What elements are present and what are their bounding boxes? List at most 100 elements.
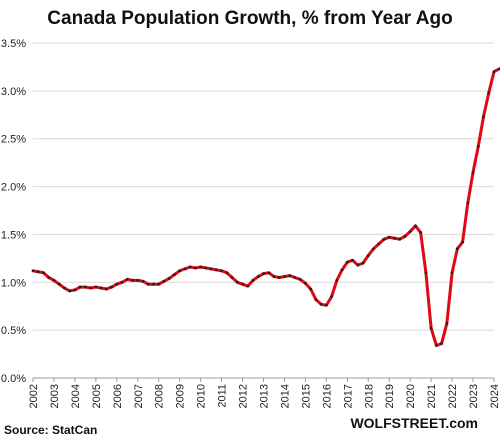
x-tick-label: 2018: [363, 384, 375, 408]
data-point: [57, 282, 61, 286]
y-tick-label: 3.0%: [1, 86, 26, 98]
data-point: [445, 322, 449, 325]
data-point: [366, 254, 370, 257]
data-point: [241, 282, 244, 286]
data-point: [63, 286, 66, 290]
x-tick-label: 2020: [405, 384, 417, 408]
data-point: [131, 278, 134, 282]
x-tick-label: 2015: [300, 384, 312, 408]
data-point: [141, 279, 145, 283]
data-point: [209, 267, 213, 271]
data-point: [104, 287, 108, 291]
data-point: [304, 281, 307, 285]
data-point: [262, 272, 265, 276]
data-point: [52, 278, 56, 282]
data-point: [324, 303, 328, 307]
data-point: [251, 278, 255, 282]
x-tick-label: 2010: [196, 384, 208, 408]
data-point: [335, 278, 339, 282]
x-tick-label: 2002: [28, 384, 40, 408]
data-point: [419, 231, 423, 234]
x-tick-label: 2022: [447, 384, 459, 408]
data-point: [277, 276, 281, 279]
x-tick-label: 2014: [279, 384, 291, 408]
data-point: [288, 274, 292, 277]
data-point: [31, 269, 35, 273]
data-point: [188, 265, 192, 269]
data-point: [476, 144, 480, 148]
data-point: [340, 268, 344, 272]
data-point: [450, 271, 454, 275]
data-point: [492, 70, 496, 74]
data-point: [115, 282, 119, 286]
data-point: [440, 342, 444, 345]
y-tick-label: 2.0%: [1, 182, 26, 194]
x-tick-label: 2003: [49, 384, 61, 408]
source: Source: StatCan: [4, 423, 97, 437]
data-point: [167, 277, 171, 280]
x-tick-label: 2021: [426, 384, 438, 408]
data-point: [487, 91, 491, 95]
x-tick-label: 2006: [112, 384, 124, 408]
data-point: [408, 230, 412, 233]
data-point: [204, 266, 208, 270]
data-point: [461, 240, 464, 244]
data-point: [99, 286, 103, 290]
x-tick-label: 2017: [342, 384, 354, 408]
line-series: [32, 67, 500, 347]
data-point: [110, 285, 113, 289]
data-point: [199, 265, 203, 269]
data-point: [361, 261, 365, 265]
data-point: [256, 275, 260, 278]
data-point: [298, 278, 302, 281]
data-point: [403, 234, 407, 238]
data-point: [455, 247, 459, 251]
x-tick-label: 2009: [175, 384, 187, 408]
x-tick-label: 2016: [321, 384, 333, 408]
data-point: [351, 258, 354, 262]
data-point: [387, 235, 391, 239]
data-point: [235, 280, 239, 284]
y-tick-label: 1.0%: [1, 277, 26, 289]
data-point: [377, 242, 381, 246]
data-point: [89, 286, 93, 290]
data-point: [356, 263, 360, 267]
data-point: [293, 276, 297, 279]
data-point: [94, 285, 98, 289]
data-point: [157, 282, 161, 286]
y-tick-label: 1.5%: [1, 229, 26, 241]
data-point: [309, 287, 313, 291]
x-tick-label: 2019: [384, 384, 396, 408]
data-point: [36, 270, 40, 274]
data-point: [372, 247, 375, 251]
data-point: [246, 284, 250, 288]
data-point: [471, 170, 475, 174]
data-point: [345, 260, 349, 264]
data-point: [78, 285, 82, 289]
data-point: [330, 295, 334, 299]
data-point: [482, 115, 485, 119]
x-tick-label: 2004: [70, 384, 82, 408]
data-point: [120, 280, 124, 284]
data-point: [68, 289, 72, 293]
y-tick-label: 2.5%: [1, 134, 26, 146]
data-point: [47, 276, 51, 279]
watermark: WOLFSTREET.com: [350, 415, 478, 431]
data-point: [162, 279, 166, 283]
x-tick-label: 2012: [238, 384, 250, 408]
y-tick-label: 3.5%: [1, 38, 26, 50]
data-point: [173, 273, 176, 277]
data-point: [125, 278, 129, 281]
x-tick-label: 2005: [91, 384, 103, 408]
data-point: [283, 275, 286, 278]
data-point: [230, 276, 234, 279]
x-tick-label: 2023: [468, 384, 480, 408]
x-tick-label: 2024: [489, 384, 500, 408]
data-point: [398, 237, 402, 241]
data-point: [136, 278, 140, 282]
data-point: [214, 268, 218, 272]
data-point: [393, 236, 396, 240]
x-tick-label: 2007: [133, 384, 145, 408]
data-point: [225, 271, 229, 275]
